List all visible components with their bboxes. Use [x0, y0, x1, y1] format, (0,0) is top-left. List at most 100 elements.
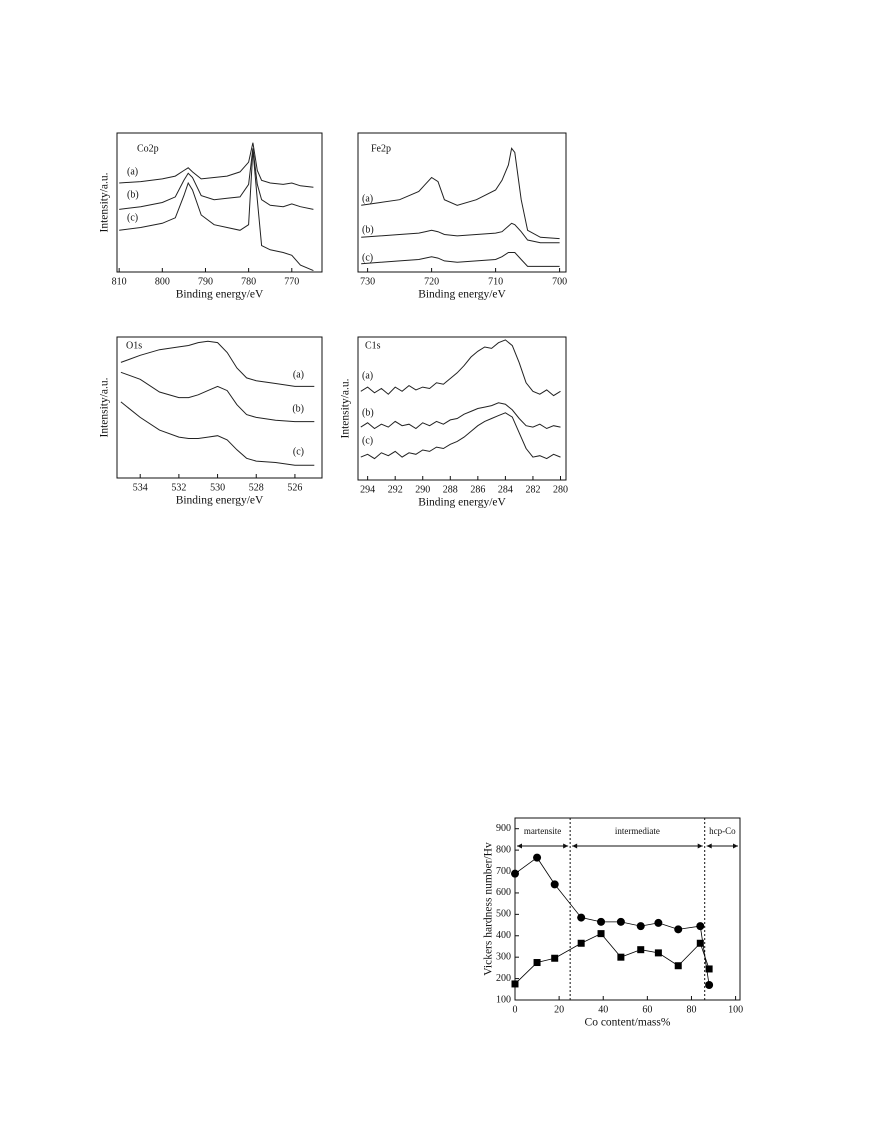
point-circle [577, 913, 586, 922]
x-tick-label: 810 [112, 276, 127, 287]
plot-frame [116, 336, 323, 479]
y-tick-label: 800 [496, 844, 511, 855]
point-square [511, 980, 519, 988]
spectrum-line [119, 148, 314, 210]
point-square [597, 930, 605, 938]
panel-title: C1s [365, 340, 381, 351]
y-tick-label: 400 [496, 930, 511, 941]
x-tick-label: 528 [249, 482, 264, 493]
panel-title: O1s [126, 340, 142, 351]
x-tick-label: 284 [498, 484, 513, 495]
curve-label: (b) [362, 407, 374, 418]
x-tick-label: 526 [287, 482, 302, 493]
plot-frame [357, 336, 567, 481]
x-tick-label: 790 [198, 276, 213, 287]
curve-label: (c) [362, 435, 373, 446]
spectrum-line [360, 402, 561, 430]
x-tick-label: 80 [686, 1004, 696, 1015]
point-circle [636, 922, 645, 931]
point-circle [674, 925, 683, 934]
x-tick-label: 532 [171, 482, 186, 493]
point-square [551, 954, 559, 962]
plot-frame [116, 132, 323, 273]
region-label: hcp-Co [709, 826, 736, 836]
curve-label: (c) [293, 446, 304, 457]
curve-label: (a) [127, 166, 138, 177]
x-tick-label: 700 [552, 276, 567, 287]
point-square [696, 939, 704, 947]
point-square [533, 959, 541, 967]
point-square [637, 946, 645, 954]
curve-label: (c) [127, 212, 138, 223]
x-tick-label: 288 [443, 484, 458, 495]
y-tick-label: 100 [496, 994, 511, 1005]
x-tick-label: 290 [415, 484, 430, 495]
y-tick-label: 900 [496, 823, 511, 834]
curve-label: (a) [362, 193, 373, 204]
plot-frame [357, 132, 567, 273]
x-tick-label: 60 [642, 1004, 652, 1015]
y-axis-label: Intensity/a.u. [340, 378, 352, 438]
curve-label: (a) [362, 370, 373, 381]
x-tick-label: 730 [360, 276, 375, 287]
x-axis-label: Binding energy/eV [176, 495, 264, 507]
x-tick-label: 280 [553, 484, 568, 495]
curve-label: (c) [362, 252, 373, 263]
x-axis-label: Co content/mass% [585, 1017, 671, 1029]
curve-label: (b) [127, 189, 139, 200]
point-square [674, 962, 682, 970]
spectrum-line [120, 340, 315, 387]
x-tick-label: 780 [241, 276, 256, 287]
curve-label: (a) [293, 369, 304, 380]
x-axis-label: Binding energy/eV [418, 289, 506, 301]
y-tick-label: 200 [496, 973, 511, 984]
x-tick-label: 282 [525, 484, 540, 495]
spectrum-line [119, 142, 314, 188]
x-tick-label: 534 [133, 482, 148, 493]
y-tick-label: 300 [496, 951, 511, 962]
x-tick-label: 530 [210, 482, 225, 493]
x-tick-label: 40 [598, 1004, 608, 1015]
point-square [577, 939, 585, 947]
y-tick-label: 700 [496, 866, 511, 877]
point-circle [696, 922, 705, 931]
x-tick-label: 770 [284, 276, 299, 287]
region-label: martensite [524, 826, 562, 836]
spectrum-line [361, 222, 560, 244]
curve-label: (b) [292, 403, 304, 414]
y-tick-label: 500 [496, 909, 511, 920]
panel-title: Co2p [137, 143, 159, 154]
y-axis-label: Intensity/a.u. [99, 377, 111, 437]
point-square [705, 965, 713, 973]
point-circle [550, 880, 559, 889]
spectrum-line [120, 401, 315, 466]
region-label: intermediate [615, 826, 660, 836]
x-tick-label: 286 [470, 484, 485, 495]
y-axis-label: Intensity/a.u. [99, 172, 111, 232]
x-tick-label: 294 [360, 484, 375, 495]
x-tick-label: 710 [488, 276, 503, 287]
spectrum-line [361, 147, 560, 240]
y-axis-label: Vickers hardness number/Hv [483, 842, 495, 976]
x-tick-label: 292 [388, 484, 403, 495]
point-circle [533, 853, 542, 862]
series-line [514, 933, 710, 985]
spectrum-line [360, 339, 561, 397]
point-circle [705, 981, 714, 990]
spectrum-line [120, 371, 315, 423]
point-circle [654, 918, 663, 927]
x-tick-label: 100 [728, 1004, 743, 1015]
x-tick-label: 720 [424, 276, 439, 287]
x-tick-label: 800 [155, 276, 170, 287]
point-square [617, 953, 625, 961]
panel-title: Fe2p [371, 143, 391, 154]
spectrum-line [119, 149, 314, 272]
plot-frame [514, 817, 741, 1001]
x-axis-label: Binding energy/eV [176, 289, 264, 301]
curve-label: (b) [362, 224, 374, 235]
x-tick-label: 20 [554, 1004, 564, 1015]
point-circle [616, 917, 625, 926]
point-square [654, 949, 662, 957]
y-tick-label: 600 [496, 887, 511, 898]
